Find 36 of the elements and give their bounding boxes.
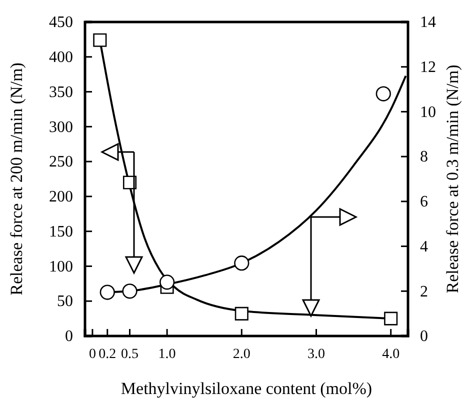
point	[93, 33, 107, 47]
y2-tick-label: 6	[420, 194, 428, 211]
x-tick-label: 0.5	[121, 346, 139, 362]
y2-tick-label: 2	[420, 283, 428, 300]
x-tick-label: 2.0	[232, 346, 250, 362]
y2-tick-label: 0	[420, 328, 428, 346]
point	[234, 306, 248, 320]
point	[159, 274, 175, 290]
y-tick-label: 400	[49, 49, 73, 66]
y-tick-label: 0	[65, 328, 73, 346]
y-tick-label: 150	[49, 223, 73, 240]
y-tick-label: 450	[49, 14, 73, 32]
x-axis-title: Methylvinylsiloxane content (mol%)	[120, 379, 372, 398]
y-tick-label: 300	[49, 118, 73, 136]
y-axis-title: Release force at 200 m/min (N/m)	[7, 62, 26, 296]
x-tick-label: 4.0	[382, 346, 400, 362]
y-tick-label: 200	[49, 188, 73, 206]
point	[234, 256, 250, 271]
y-tick-label: 350	[49, 84, 73, 101]
y2-axis-title: Release force at 0.3 m/min (N/m)	[443, 64, 462, 294]
y2-tick-label: 4	[420, 238, 428, 256]
y2-tick-label: 12	[420, 58, 436, 76]
point	[122, 284, 138, 299]
x-tick-label: 3.0	[307, 346, 325, 362]
point	[384, 312, 398, 326]
y-tick-label: 250	[49, 154, 73, 171]
y-tick-label: 50	[57, 293, 73, 310]
y2-tick-label: 14	[420, 14, 436, 32]
point	[376, 86, 391, 102]
x-tick-label: 0.2	[98, 346, 116, 362]
x-tick-label: 0	[88, 346, 96, 362]
x-tick-label: 1.0	[158, 346, 176, 362]
y2-tick-label: 8	[420, 148, 428, 166]
y-tick-label: 100	[49, 258, 73, 276]
y2-tick-label: 10	[420, 104, 436, 121]
point	[100, 284, 115, 300]
